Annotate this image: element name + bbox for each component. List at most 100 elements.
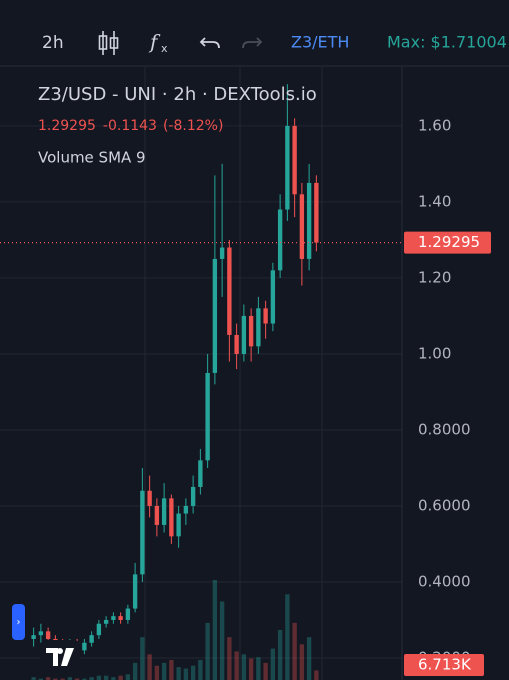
volume-bar — [241, 654, 247, 680]
volume-bar — [277, 630, 283, 680]
max-price: Max: $1.71004 — [387, 33, 507, 52]
price-labels: 1.29295 6.713K — [0, 231, 491, 676]
y-tick-label: 0.6000 — [418, 496, 471, 514]
y-tick-label: 1.60 — [418, 116, 451, 134]
candle-body — [227, 247, 232, 335]
candles — [31, 84, 319, 655]
volume-bar — [74, 678, 80, 680]
y-tick-label: 1.00 — [418, 344, 451, 362]
candle-body — [31, 635, 36, 639]
volume-bar — [147, 654, 152, 680]
candle-body — [248, 315, 254, 347]
y-tick-label: 1.20 — [418, 268, 451, 286]
undo-icon[interactable] — [199, 37, 220, 49]
candle-body — [45, 631, 51, 639]
quote-change-percent: (-8.12%) — [163, 118, 223, 134]
volume-bar — [234, 651, 239, 680]
last-price-label: 1.29295 — [418, 233, 480, 251]
candle-body — [299, 194, 305, 259]
volume-bar — [190, 665, 196, 680]
volume-bar — [198, 660, 203, 680]
candle-body — [103, 619, 109, 624]
candle-body — [118, 616, 123, 620]
tradingview-logo — [46, 648, 74, 666]
volume-bar — [38, 678, 44, 680]
volume-bar — [125, 674, 131, 680]
volume-bar — [60, 678, 65, 680]
interval-button[interactable]: 2h — [42, 33, 64, 53]
quote-change: -0.1143 — [103, 118, 157, 134]
volume-bar — [183, 668, 189, 680]
y-tick-label: 1.40 — [418, 192, 451, 210]
candle-body — [190, 486, 196, 506]
indicator-label: Volume SMA 9 — [38, 149, 146, 167]
logo-background — [40, 640, 80, 672]
volume-bar — [53, 678, 58, 680]
volume-bars — [31, 580, 319, 680]
volume-bar — [103, 675, 109, 680]
volume-bar — [132, 662, 138, 680]
volume-bar — [118, 675, 123, 680]
y-tick-label: 0.8000 — [418, 420, 471, 438]
volume-bar — [154, 665, 160, 680]
volume-bar — [263, 662, 268, 680]
volume-bar — [292, 622, 297, 680]
candle-body — [147, 490, 152, 506]
volume-bar — [212, 580, 218, 680]
candle-body — [306, 182, 312, 259]
redo-icon[interactable] — [242, 37, 263, 49]
volume-bar — [227, 637, 232, 680]
volume-bar — [31, 677, 36, 680]
volume-bar — [314, 670, 319, 680]
volume-bar — [176, 667, 181, 680]
candle-body — [241, 315, 247, 354]
volume-badge — [404, 654, 484, 676]
candle-body — [125, 608, 131, 620]
volume-bar — [140, 637, 145, 680]
volume-bar — [248, 658, 254, 680]
candle-body — [198, 460, 203, 487]
volume-bar — [256, 657, 261, 680]
volume-bar — [270, 648, 276, 680]
volume-bar — [96, 675, 102, 680]
volume-bar — [161, 662, 167, 680]
candle-body — [292, 125, 297, 195]
volume-bar — [306, 637, 312, 680]
candle-body — [89, 635, 94, 643]
last-price-badge — [404, 231, 491, 254]
pair-link[interactable]: Z3/ETH — [291, 33, 349, 52]
volume-label: 6.713K — [418, 656, 472, 674]
candle-body — [314, 182, 319, 243]
candle-body — [96, 623, 102, 636]
candle-body — [285, 125, 290, 210]
candle-body — [270, 270, 276, 324]
volume-bar — [219, 601, 225, 680]
chart-title: Z3/USD - UNI · 2h · DEXTools.io — [38, 84, 317, 105]
volume-bar — [82, 678, 87, 680]
volume-bar — [67, 677, 73, 680]
candle-body — [111, 616, 116, 620]
volume-bar — [111, 677, 116, 680]
volume-bar — [169, 660, 174, 680]
candle-body — [205, 372, 210, 461]
volume-bar — [285, 594, 290, 680]
candle-body — [234, 334, 239, 354]
volume-bar — [89, 677, 94, 680]
volume-bar — [205, 622, 210, 680]
candle-body — [183, 505, 189, 514]
candle-type-icon[interactable] — [98, 31, 119, 55]
volume-bar — [299, 644, 305, 680]
quote-last: 1.29295 — [38, 118, 96, 134]
candle-body — [219, 247, 225, 259]
indicators-icon-x: x — [161, 42, 168, 55]
candle-body — [154, 505, 160, 525]
y-tick-label: 0.4000 — [418, 572, 471, 590]
candle-body — [161, 498, 167, 525]
candle-body — [132, 574, 138, 609]
side-panel-handle[interactable] — [12, 604, 25, 640]
candle-body — [263, 308, 268, 324]
candle-body — [256, 308, 261, 347]
